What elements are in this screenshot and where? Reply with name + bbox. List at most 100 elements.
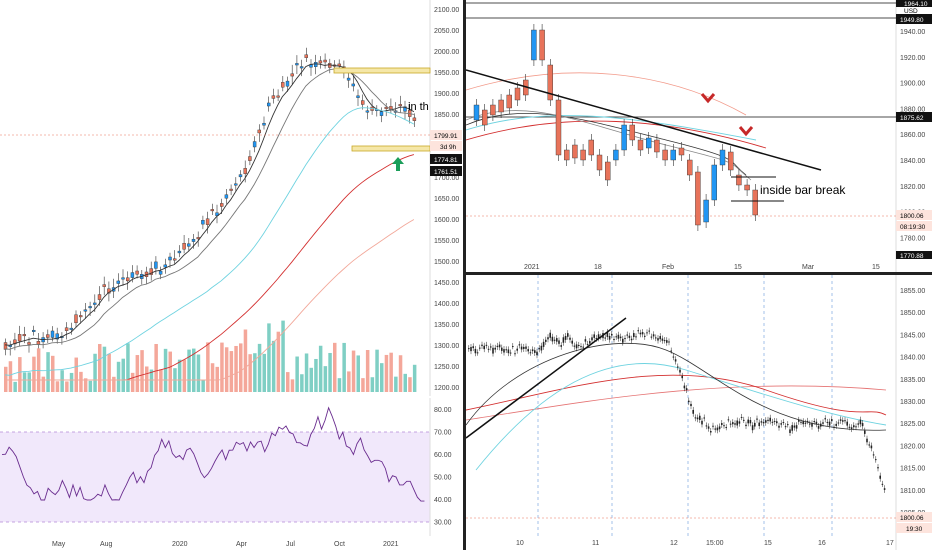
left-level1-tag: 1774.81	[434, 157, 458, 164]
left-level2-tag: 1761.51	[434, 169, 458, 176]
candle-body	[163, 264, 168, 268]
rb-y-tick: 1810.00	[900, 488, 925, 495]
candle-body	[299, 66, 304, 69]
candle-body	[716, 427, 719, 431]
candle-body	[187, 243, 191, 247]
left-y-tick: 1650.00	[434, 196, 459, 203]
volume-bar	[403, 373, 407, 392]
candle-body	[608, 336, 611, 340]
candle-body	[877, 467, 879, 469]
candle-body	[545, 339, 547, 342]
volume-bar	[229, 351, 234, 392]
candle-body	[356, 95, 360, 98]
candle-body	[46, 334, 50, 338]
candle-body	[776, 421, 778, 424]
rt-currency-label: USD	[904, 8, 918, 15]
panel-divider-vertical[interactable]	[463, 0, 466, 550]
candle-body	[205, 218, 210, 225]
rsi-svg[interactable]: 80.00 70.00 60.00 50.00 40.00 30.00	[0, 398, 462, 536]
candle-body	[736, 174, 742, 186]
rt-y-tick: 1820.00	[900, 184, 925, 191]
candle-body	[384, 106, 388, 109]
volume-bar	[32, 356, 36, 392]
candle-body	[714, 428, 716, 430]
candle-body	[563, 149, 570, 161]
candle-body	[520, 346, 523, 350]
candle-body	[149, 268, 153, 275]
candle-body	[578, 344, 580, 346]
right-bottom-chart-svg[interactable]: 1855.00 1850.00 1845.00 1840.00 1835.00 1830.…	[465, 275, 932, 550]
candle-body	[534, 350, 536, 353]
candle-body	[285, 80, 290, 87]
volume-bar	[192, 348, 196, 392]
candle-body	[751, 425, 754, 431]
volume-bar	[130, 372, 135, 392]
candle-body	[523, 346, 525, 349]
candle-body	[74, 314, 78, 324]
candle-body	[571, 340, 573, 344]
candle-body	[22, 334, 26, 337]
rb-trendline[interactable]	[465, 317, 627, 439]
volume-bar	[295, 356, 299, 392]
right-top-chart-svg[interactable]: 1940.00 1920.00 1900.00 1880.00 1860.00 1840.…	[465, 0, 932, 272]
volume-bar	[135, 355, 140, 392]
rb-y-tick: 1855.00	[900, 288, 925, 295]
candle-body	[606, 331, 609, 337]
candle-body	[529, 352, 532, 354]
candle-body	[681, 375, 683, 379]
candle-body	[815, 421, 818, 425]
candle-body	[351, 83, 355, 87]
right-bottom-chart[interactable]: 1855.00 1850.00 1845.00 1840.00 1835.00 1830.…	[465, 275, 932, 550]
left-y-tick: 1200.00	[434, 385, 459, 392]
volume-bar	[356, 355, 360, 392]
rt-y-tick: 1920.00	[900, 55, 925, 62]
candle-body	[881, 483, 884, 485]
candle-body	[749, 419, 752, 424]
rt-level-high-tag: 1949.80	[900, 17, 924, 24]
volume-bar	[196, 354, 201, 392]
candle-body	[564, 335, 567, 340]
volume-bar	[168, 351, 172, 392]
left-price-chart[interactable]: 2100.00 2050.00 2000.00 1950.00 1900.00 1850.…	[0, 0, 462, 396]
left-annotation-text: in th	[408, 101, 429, 113]
candle-body	[666, 340, 668, 343]
volume-bar	[281, 320, 285, 392]
rb-countdown-tag: 19:30	[906, 526, 923, 533]
volume-bar	[333, 342, 337, 392]
volume-bar	[154, 344, 158, 392]
volume-bar	[300, 374, 304, 392]
candle-body	[490, 346, 492, 348]
candle-body	[403, 106, 407, 112]
candle-body	[711, 164, 718, 201]
volume-bar	[347, 371, 351, 392]
candle-body	[652, 334, 655, 337]
candle-body	[468, 348, 470, 350]
right-top-chart[interactable]: 1940.00 1920.00 1900.00 1880.00 1860.00 1840.…	[465, 0, 932, 272]
volume-bar	[262, 353, 266, 392]
candle-body	[624, 338, 626, 340]
candle-body	[505, 349, 507, 351]
candle-body	[201, 220, 205, 225]
candle-body	[725, 427, 727, 429]
volume-bar	[107, 353, 111, 392]
volume-bar	[88, 380, 93, 392]
candle-body	[670, 350, 672, 352]
volume-bar	[328, 352, 332, 392]
candle-body	[870, 445, 873, 449]
candle-body	[318, 60, 323, 64]
candle-body	[580, 149, 586, 161]
left-chart-svg[interactable]: 2100.00 2050.00 2000.00 1950.00 1900.00 1850.…	[0, 0, 462, 396]
candle-body	[657, 338, 659, 341]
candle-body	[626, 334, 628, 336]
support-zone	[351, 145, 431, 152]
rsi-panel[interactable]: 80.00 70.00 60.00 50.00 40.00 30.00	[0, 398, 462, 536]
candle-body	[728, 151, 734, 171]
candle-body	[591, 337, 593, 341]
rb-y-tick: 1825.00	[900, 421, 925, 428]
ma-line	[465, 385, 887, 421]
trendline[interactable]	[465, 69, 822, 171]
panel-divider-horizontal[interactable]	[466, 272, 932, 275]
candle-body	[804, 422, 807, 424]
candle-body	[177, 250, 182, 254]
candle-body	[290, 73, 294, 77]
